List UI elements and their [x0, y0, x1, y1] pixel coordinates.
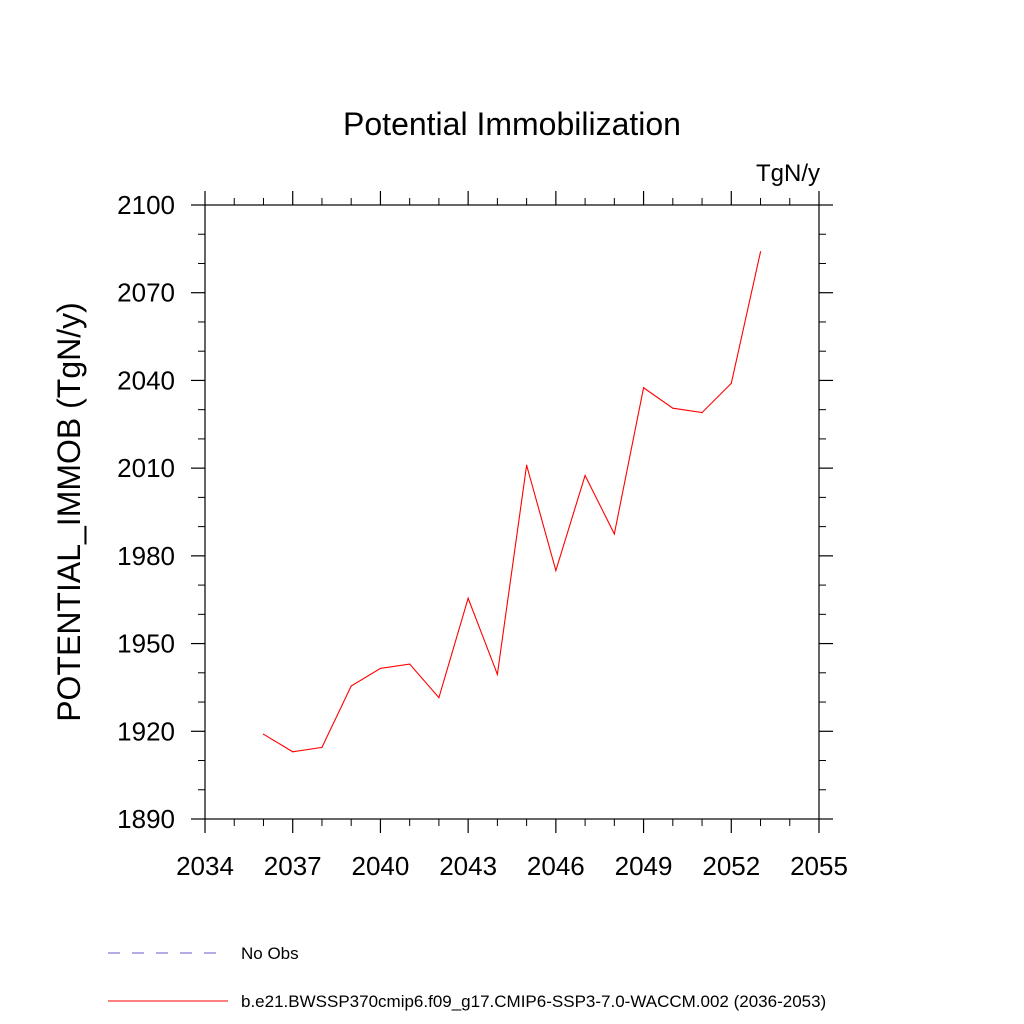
y-tick-label: 2070: [117, 278, 175, 308]
data-point: [555, 569, 557, 572]
data-point: [613, 533, 615, 535]
data-point: [642, 387, 645, 389]
data-point: [759, 251, 762, 253]
data-point: [379, 667, 382, 670]
x-tick-label: 2049: [615, 851, 673, 881]
y-tick-label: 1950: [117, 629, 175, 659]
data-point: [438, 697, 440, 699]
y-tick-label: 2010: [117, 453, 175, 483]
data-point: [350, 685, 352, 687]
y-tick-label: 1890: [117, 804, 175, 834]
legend: No Obs b.e21.BWSSP370cmip6.f09_g17.CMIP6…: [108, 944, 826, 1011]
x-tick-label: 2052: [702, 851, 760, 881]
y-tick-label: 2040: [117, 365, 175, 395]
x-tick-labels: 2034 2037 2040 2043 2046 2049 2052 2055: [176, 851, 848, 881]
data-point: [701, 411, 703, 414]
data-point: [526, 464, 528, 466]
legend-label-no-obs: No Obs: [241, 944, 299, 963]
units-label: TgN/y: [756, 160, 820, 187]
x-tick-label: 2046: [527, 851, 585, 881]
y-tick-label: 2100: [117, 190, 175, 220]
data-point: [262, 733, 265, 735]
x-tick-label: 2037: [264, 851, 322, 881]
y-tick-labels: 1890 1920 1950 1980 2010 2040 2070 2100: [117, 190, 175, 834]
y-tick-label: 1920: [117, 716, 175, 746]
data-point: [584, 474, 586, 477]
data-point: [292, 751, 294, 753]
y-axis-label: POTENTIAL_IMMOB (TgN/y): [51, 302, 87, 722]
ticks-layer: [191, 191, 833, 833]
data-point: [409, 663, 411, 665]
data-point: [467, 597, 469, 599]
plot-frame: [204, 204, 820, 820]
data-point: [672, 407, 674, 409]
data-point: [730, 382, 732, 384]
chart-title: Potential Immobilization: [343, 106, 681, 142]
x-tick-label: 2034: [176, 851, 234, 881]
series-line: [263, 251, 762, 753]
data-point: [496, 673, 498, 675]
x-tick-label: 2055: [790, 851, 848, 881]
x-tick-label: 2040: [352, 851, 410, 881]
y-tick-label: 1980: [117, 541, 175, 571]
x-tick-label: 2043: [439, 851, 497, 881]
series-layer: [262, 251, 762, 753]
legend-label-model: b.e21.BWSSP370cmip6.f09_g17.CMIP6-SSP3-7…: [241, 992, 826, 1011]
data-point: [321, 746, 323, 748]
